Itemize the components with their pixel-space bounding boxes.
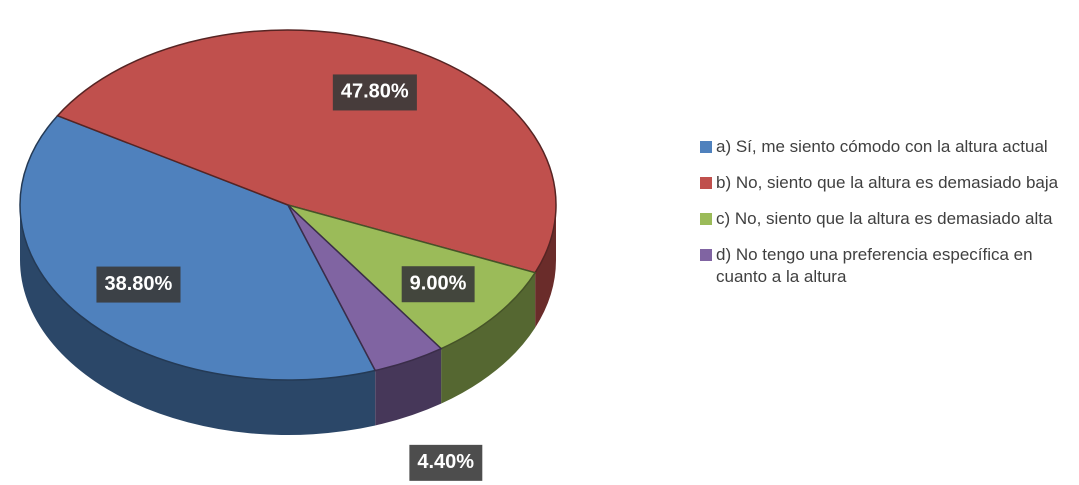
- value-label-box: [96, 266, 181, 303]
- slice-side: [375, 348, 442, 426]
- slice-side: [441, 272, 536, 404]
- value-label-box: [409, 444, 483, 481]
- pie-area: 38.80% 47.80% 9.00% 4.40%: [19, 29, 557, 481]
- legend-label: b) No, siento que la altura es demasiado…: [716, 173, 1059, 192]
- legend-item: b) No, siento que la altura es demasiado…: [700, 172, 1074, 194]
- legend: a) Sí, me siento cómodo con la altura ac…: [700, 136, 1076, 302]
- slice: [56, 29, 557, 274]
- value-label-text: 9.00%: [410, 273, 467, 295]
- value-label-text: 47.80%: [341, 81, 409, 103]
- legend-swatch: [700, 177, 712, 189]
- value-label-text: 4.40%: [417, 451, 474, 473]
- legend-swatch: [700, 141, 712, 153]
- slice-side: [535, 205, 556, 328]
- value-label: 9.00%: [401, 266, 475, 303]
- legend-swatch: [700, 213, 712, 225]
- legend-item: a) Sí, me siento cómodo con la altura ac…: [700, 136, 1074, 158]
- legend-item: c) No, siento que la altura es demasiado…: [700, 208, 1074, 230]
- value-label: 4.40%: [409, 444, 483, 481]
- slice: [19, 114, 377, 381]
- legend-item: d) No tengo una preferencia específica e…: [700, 244, 1074, 288]
- legend-label: a) Sí, me siento cómodo con la altura ac…: [716, 137, 1048, 156]
- value-label: 47.80%: [332, 74, 417, 111]
- slice-side: [20, 205, 376, 436]
- legend-label: c) No, siento que la altura es demasiado…: [716, 209, 1053, 228]
- value-label-box: [332, 74, 417, 111]
- value-label-text: 38.80%: [104, 273, 172, 295]
- slice: [287, 204, 443, 372]
- value-label-box: [401, 266, 475, 303]
- value-label: 38.80%: [96, 266, 181, 303]
- legend-swatch: [700, 249, 712, 261]
- legend-label: d) No tengo una preferencia específica e…: [716, 245, 1033, 286]
